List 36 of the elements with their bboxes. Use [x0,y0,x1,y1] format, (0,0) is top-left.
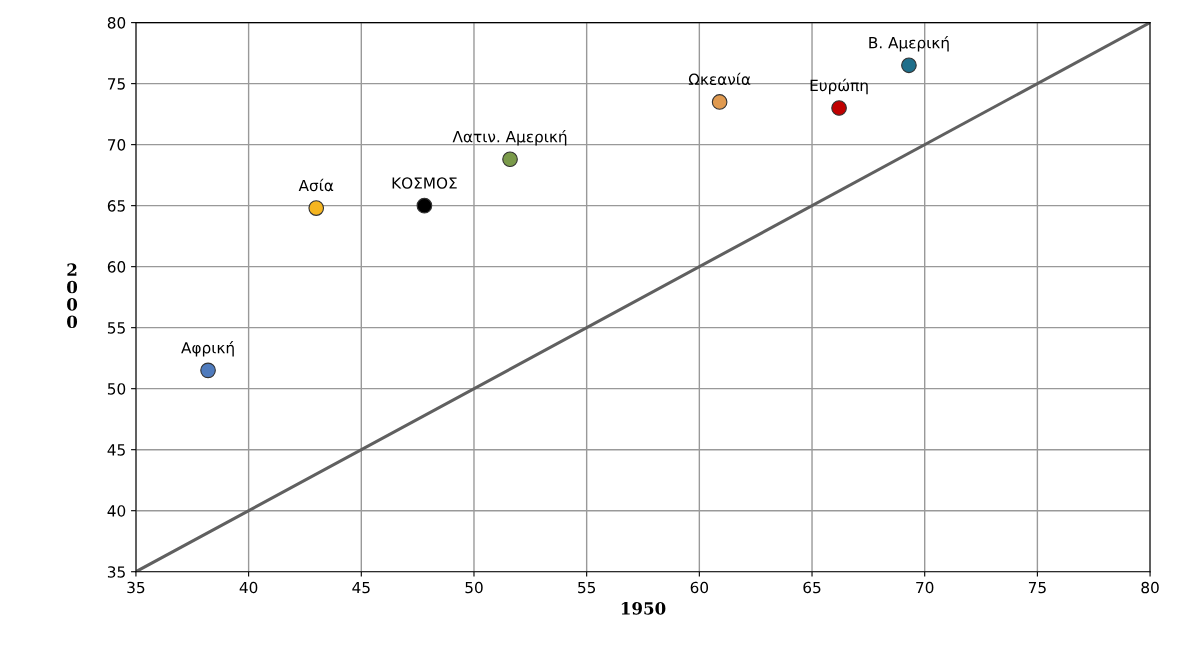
y-tick-label: 45 [107,444,125,456]
x-tick-label: 35 [127,581,145,594]
y-tick-label: 60 [107,261,126,273]
x-tick-label: 80 [1141,581,1159,594]
point [831,100,847,116]
point [308,200,325,216]
point [901,57,917,74]
y-tick-label: 75 [108,78,125,90]
y-tick-label: 50 [107,383,126,395]
series-label: Β. Αμερική [869,36,949,52]
y-tick-label: 70 [108,139,126,151]
series-label: Ευρώπη [810,78,868,95]
point [416,197,433,214]
point [200,362,216,379]
y-tick-label: 65 [107,200,125,212]
series-label: ΚΟΣΜΟΣ [392,177,457,189]
y-tick-label: 55 [107,322,125,334]
y-axis-title: 2000 [67,263,78,329]
y-tick-label: 40 [107,505,126,517]
x-tick-label: 65 [803,581,821,594]
y-tick-label: 80 [107,17,126,29]
series-label: Ασία [298,178,334,192]
x-tick-label: 40 [239,581,258,594]
x-tick-label: 50 [465,581,483,594]
series-label: Αφρική [181,341,234,357]
series-label: Ωκεανία [688,72,751,86]
x-tick-label: 55 [578,581,596,594]
x-tick-label: 45 [352,581,370,594]
x-axis-title: 1950 [621,602,666,615]
point [711,94,728,110]
point [502,151,518,168]
x-tick-label: 75 [1028,581,1046,594]
x-tick-label: 60 [690,581,709,594]
x-tick-label: 70 [916,581,934,594]
y-tick-label: 35 [107,566,125,578]
series-label: Λατιν. Αμερική [452,129,567,146]
